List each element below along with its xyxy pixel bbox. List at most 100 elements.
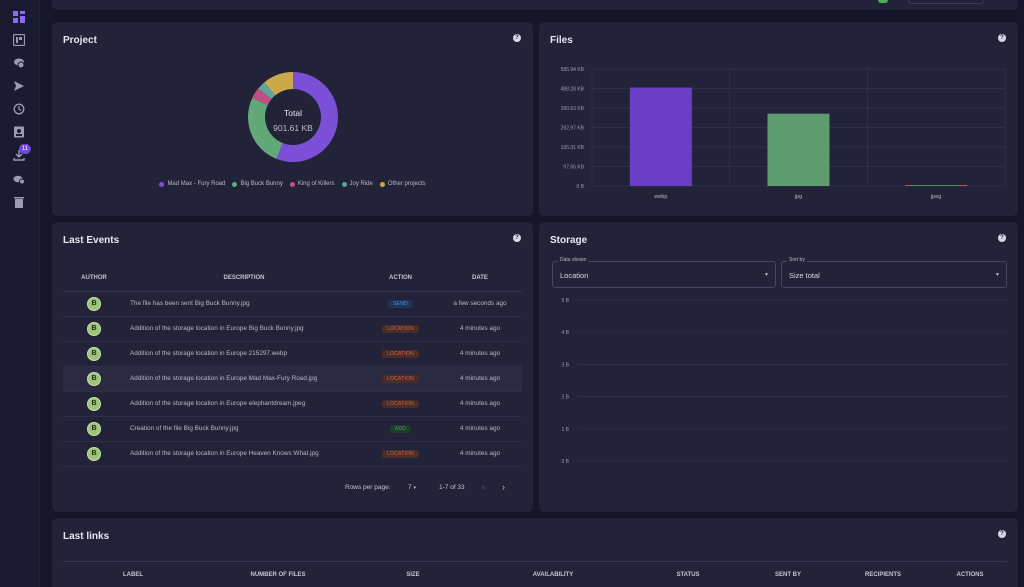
- column-header-sent-by[interactable]: SENT BY: [774, 572, 801, 578]
- date-cell: 4 minutes ago: [438, 416, 522, 442]
- description-cell: Addition of the storage location in Euro…: [125, 366, 363, 392]
- help-icon[interactable]: ?: [998, 234, 1006, 242]
- table-row[interactable]: B The file has been sent Big Buck Bunny.j…: [63, 291, 522, 317]
- date-cell: 4 minutes ago: [438, 366, 522, 392]
- storage-card: Storage ? Data shown Location ▼ Sort by …: [539, 222, 1018, 512]
- status-dot: [878, 0, 888, 3]
- contacts-icon[interactable]: [12, 125, 26, 139]
- author-cell: B: [63, 341, 125, 367]
- project-card: Project ? Total 901.61 KB Mad Max - Fury…: [52, 22, 533, 216]
- y-tick-label: 3 B: [561, 362, 569, 368]
- help-icon[interactable]: ?: [998, 530, 1006, 538]
- donut-slice[interactable]: [252, 88, 272, 106]
- help-icon[interactable]: ?: [513, 34, 521, 42]
- x-tick-label: jpg: [794, 194, 802, 200]
- column-header-action[interactable]: ACTION: [363, 265, 438, 292]
- author-cell: B: [63, 316, 125, 342]
- legend-item[interactable]: Joy Ride: [341, 181, 373, 187]
- column-header-availability[interactable]: AVAILABILITY: [532, 572, 574, 578]
- donut-slice[interactable]: [258, 82, 276, 100]
- action-cell: LOCATION: [363, 441, 438, 467]
- help-icon[interactable]: ?: [513, 234, 521, 242]
- table-row[interactable]: B Addition of the storage location in Eur…: [63, 391, 522, 417]
- donut-slice[interactable]: [276, 72, 338, 162]
- description-cell: Addition of the storage location in Euro…: [125, 316, 363, 342]
- history-icon[interactable]: [12, 102, 26, 116]
- y-tick-label: 0 B: [561, 459, 569, 465]
- column-header-actions[interactable]: ACTIONS: [956, 572, 984, 578]
- donut-slice[interactable]: [248, 97, 283, 159]
- help-icon[interactable]: ?: [998, 34, 1006, 42]
- data-shown-select[interactable]: Data shown Location ▼: [552, 257, 776, 288]
- sort-by-select[interactable]: Sort by Size total ▼: [781, 257, 1007, 288]
- storage-chart: 5 B 4 B 3 B 2 B 1 B 0 B: [561, 298, 1007, 465]
- legend-color-dot: [159, 181, 165, 187]
- send-icon[interactable]: [12, 79, 26, 93]
- project-icon[interactable]: [12, 33, 26, 47]
- y-tick-label: 5 B: [561, 298, 569, 304]
- action-badge: LOCATION: [382, 399, 419, 408]
- table-row[interactable]: B Addition of the storage location in Eur…: [63, 366, 522, 392]
- avatar[interactable]: B: [87, 371, 101, 386]
- legend-item[interactable]: King of Killers: [289, 181, 335, 187]
- y-tick-label: 0 B: [576, 184, 584, 190]
- description-cell: Creation of the file Big Buck Bunny.jpg: [125, 416, 363, 442]
- column-header-size[interactable]: SIZE: [406, 572, 420, 578]
- y-tick-label: 292.97 KB: [561, 126, 585, 132]
- description-cell: The file has been sent Big Buck Bunny.jp…: [125, 291, 363, 317]
- avatar[interactable]: B: [87, 321, 101, 336]
- column-header-author[interactable]: AUTHOR: [63, 265, 125, 292]
- avatar[interactable]: B: [87, 346, 101, 361]
- action-cell: ADD: [363, 416, 438, 442]
- storage-icon[interactable]: [12, 56, 26, 70]
- trash-icon[interactable]: [12, 195, 26, 209]
- top-search-field[interactable]: [908, 0, 984, 4]
- y-tick-label: 97.66 KB: [563, 165, 584, 171]
- column-header-number-of-files[interactable]: NUMBER OF FILES: [250, 572, 306, 578]
- events-card: Last Events ? AUTHOR DESCRIPTION ACTION …: [52, 222, 533, 512]
- column-header-description[interactable]: DESCRIPTION: [125, 265, 363, 292]
- avatar[interactable]: B: [87, 296, 101, 311]
- avatar[interactable]: B: [87, 396, 101, 411]
- table-row[interactable]: B Creation of the file Big Buck Bunny.jpg…: [63, 416, 522, 442]
- bar-webp[interactable]: [629, 87, 692, 186]
- legend-item[interactable]: Big Buck Bunny: [232, 181, 283, 187]
- legend-item[interactable]: Other projects: [379, 181, 426, 187]
- files-bar-chart: 0 B 97.66 KB 195.31 KB 292.97 KB 390.63 KB 48…: [561, 67, 1006, 200]
- sort-by-value: Size total: [789, 271, 820, 280]
- legend-item[interactable]: Mad Max - Fury Road: [159, 181, 225, 187]
- table-row[interactable]: B Addition of the storage location in Eur…: [63, 316, 522, 342]
- bar-jpeg[interactable]: [905, 185, 968, 186]
- action-badge: ADD: [389, 424, 412, 433]
- action-cell: LOCATION: [363, 341, 438, 367]
- project-legend: Mad Max - Fury Road Big Buck Bunny King of…: [52, 181, 533, 187]
- column-header-status[interactable]: STATUS: [676, 572, 700, 578]
- pagination-range: 1-7 of 33: [439, 484, 465, 491]
- dashboard-icon[interactable]: [12, 10, 26, 24]
- links-table-header: LABEL NUMBER OF FILES SIZE AVAILABILITY …: [63, 561, 1007, 578]
- legend-label: Mad Max - Fury Road: [167, 181, 226, 187]
- column-header-date[interactable]: DATE: [438, 265, 522, 292]
- avatar[interactable]: B: [87, 421, 101, 436]
- author-cell: B: [63, 366, 125, 392]
- next-page-icon[interactable]: ›: [502, 482, 505, 492]
- table-row[interactable]: B Addition of the storage location in Eur…: [63, 341, 522, 367]
- cloud-settings-icon[interactable]: [12, 172, 26, 186]
- action-cell: LOCATION: [363, 316, 438, 342]
- legend-label: Other projects: [387, 181, 426, 187]
- column-header-label[interactable]: LABEL: [123, 572, 143, 578]
- x-tick-label: jpeg: [930, 194, 941, 200]
- table-row[interactable]: B Addition of the storage location in Eur…: [63, 441, 522, 467]
- date-cell: a few seconds ago: [438, 291, 522, 317]
- links-card: Last links ? LABEL NUMBER OF FILES SIZE …: [52, 518, 1018, 587]
- action-cell: SEND: [363, 291, 438, 317]
- column-header-recipients[interactable]: RECIPIENTS: [864, 572, 901, 578]
- previous-page-icon[interactable]: ‹: [482, 482, 485, 492]
- legend-color-dot: [289, 181, 295, 187]
- avatar[interactable]: B: [87, 446, 101, 461]
- download-count-badge: 11: [19, 144, 31, 154]
- rows-per-page-select[interactable]: 7 ▾: [408, 484, 416, 491]
- y-tick-label: 585.94 KB: [561, 67, 585, 73]
- donut-slice[interactable]: [264, 72, 293, 96]
- bar-jpg[interactable]: [767, 113, 830, 186]
